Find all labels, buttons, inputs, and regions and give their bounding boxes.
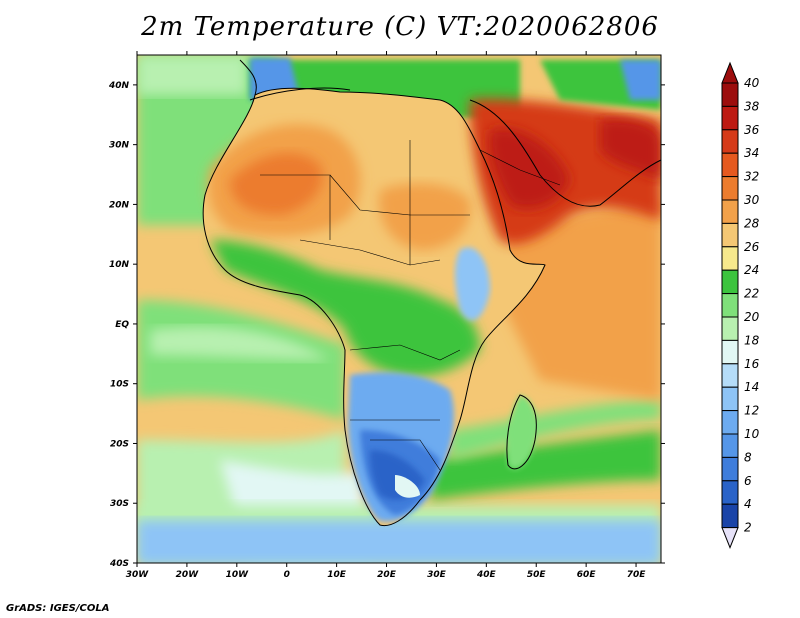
lon-label: 40E [476, 570, 497, 580]
legend-swatch [721, 410, 739, 435]
lat-label: 40N [108, 81, 130, 91]
legend-label: 40 [744, 76, 760, 90]
legend-swatch [721, 82, 739, 107]
plot-frame [136, 54, 662, 564]
legend-swatch [721, 105, 739, 131]
legend-label: 32 [744, 170, 759, 184]
legend-label: 10 [744, 427, 760, 441]
legend-swatch [721, 456, 739, 482]
legend-label: 8 [744, 450, 752, 464]
legend-label: 36 [744, 123, 760, 137]
lon-label: 60E [577, 570, 597, 580]
legend-max-arrow [721, 61, 739, 84]
legend-swatch [721, 386, 739, 412]
country-borders [260, 140, 561, 471]
legend-swatch [721, 316, 739, 341]
legend-swatch [721, 293, 739, 318]
legend-label: 6 [744, 474, 752, 488]
lon-label: 20E [377, 570, 397, 580]
temperature-map: 40N 30N 20N 10N EQ 10S 20S 30S 40S 30W 20W 10W 0 10E… [108, 51, 760, 580]
lon-label: 70E [627, 570, 647, 580]
lat-label: 20S [110, 439, 129, 449]
legend-label: 12 [744, 404, 759, 418]
coastlines [202, 59, 662, 527]
madagascar [506, 395, 537, 469]
lon-label: 30E [427, 570, 447, 580]
color-legend: 40 38 36 34 32 30 28 26 24 22 20 18 16 14 12 10 8 6 4 2 [721, 61, 760, 549]
lon-label: 30W [126, 570, 150, 580]
legend-swatch [721, 176, 739, 201]
legend-swatch [721, 129, 739, 154]
legend-swatch [721, 339, 739, 365]
lat-label: 20N [109, 200, 130, 210]
legend-label: 20 [744, 310, 760, 324]
legend-label: 34 [744, 146, 759, 160]
legend-label: 24 [744, 263, 759, 277]
legend-label: 4 [744, 497, 752, 511]
legend-swatch [721, 269, 739, 295]
lat-label: EQ [115, 320, 129, 330]
legend-label: 16 [744, 357, 760, 371]
legend-swatch [721, 363, 739, 388]
legend-swatch [721, 199, 739, 224]
lon-label: 0 [284, 570, 290, 580]
legend-label: 30 [744, 193, 760, 207]
lat-label: 10N [109, 260, 130, 270]
legend-swatch [721, 480, 739, 505]
legend-label: 28 [744, 216, 760, 230]
legend-swatch [721, 433, 739, 458]
latitude-axis: 40N 30N 20N 10N EQ 10S 20S 30S 40S [108, 81, 665, 569]
legend-label: 22 [744, 287, 759, 301]
legend-swatch [721, 222, 739, 248]
lon-label: 10E [327, 570, 347, 580]
map-title: 2m Temperature (C) VT:2020062806 [141, 12, 659, 42]
legend-label: 26 [744, 240, 760, 254]
legend-label: 18 [744, 333, 760, 347]
lat-label: 40S [109, 559, 129, 569]
lon-label: 10W [226, 570, 250, 580]
longitude-axis: 30W 20W 10W 0 10E 20E 30E 40E 50E 60E 70E [126, 51, 646, 580]
legend-label: 38 [744, 99, 760, 113]
lat-label: 10S [110, 380, 129, 390]
lat-label: 30S [110, 499, 129, 509]
legend-swatch [721, 246, 739, 271]
legend-label: 14 [744, 380, 759, 394]
legend-swatch [721, 152, 739, 178]
legend-swatch [721, 503, 739, 529]
lat-label: 30N [109, 141, 130, 151]
lon-label: 50E [527, 570, 547, 580]
legend-min-arrow [721, 527, 739, 549]
legend-label: 2 [744, 521, 752, 535]
temperature-field [137, 55, 661, 563]
credit-text: GrADS: IGES/COLA [6, 603, 110, 614]
lon-label: 20W [176, 570, 200, 580]
